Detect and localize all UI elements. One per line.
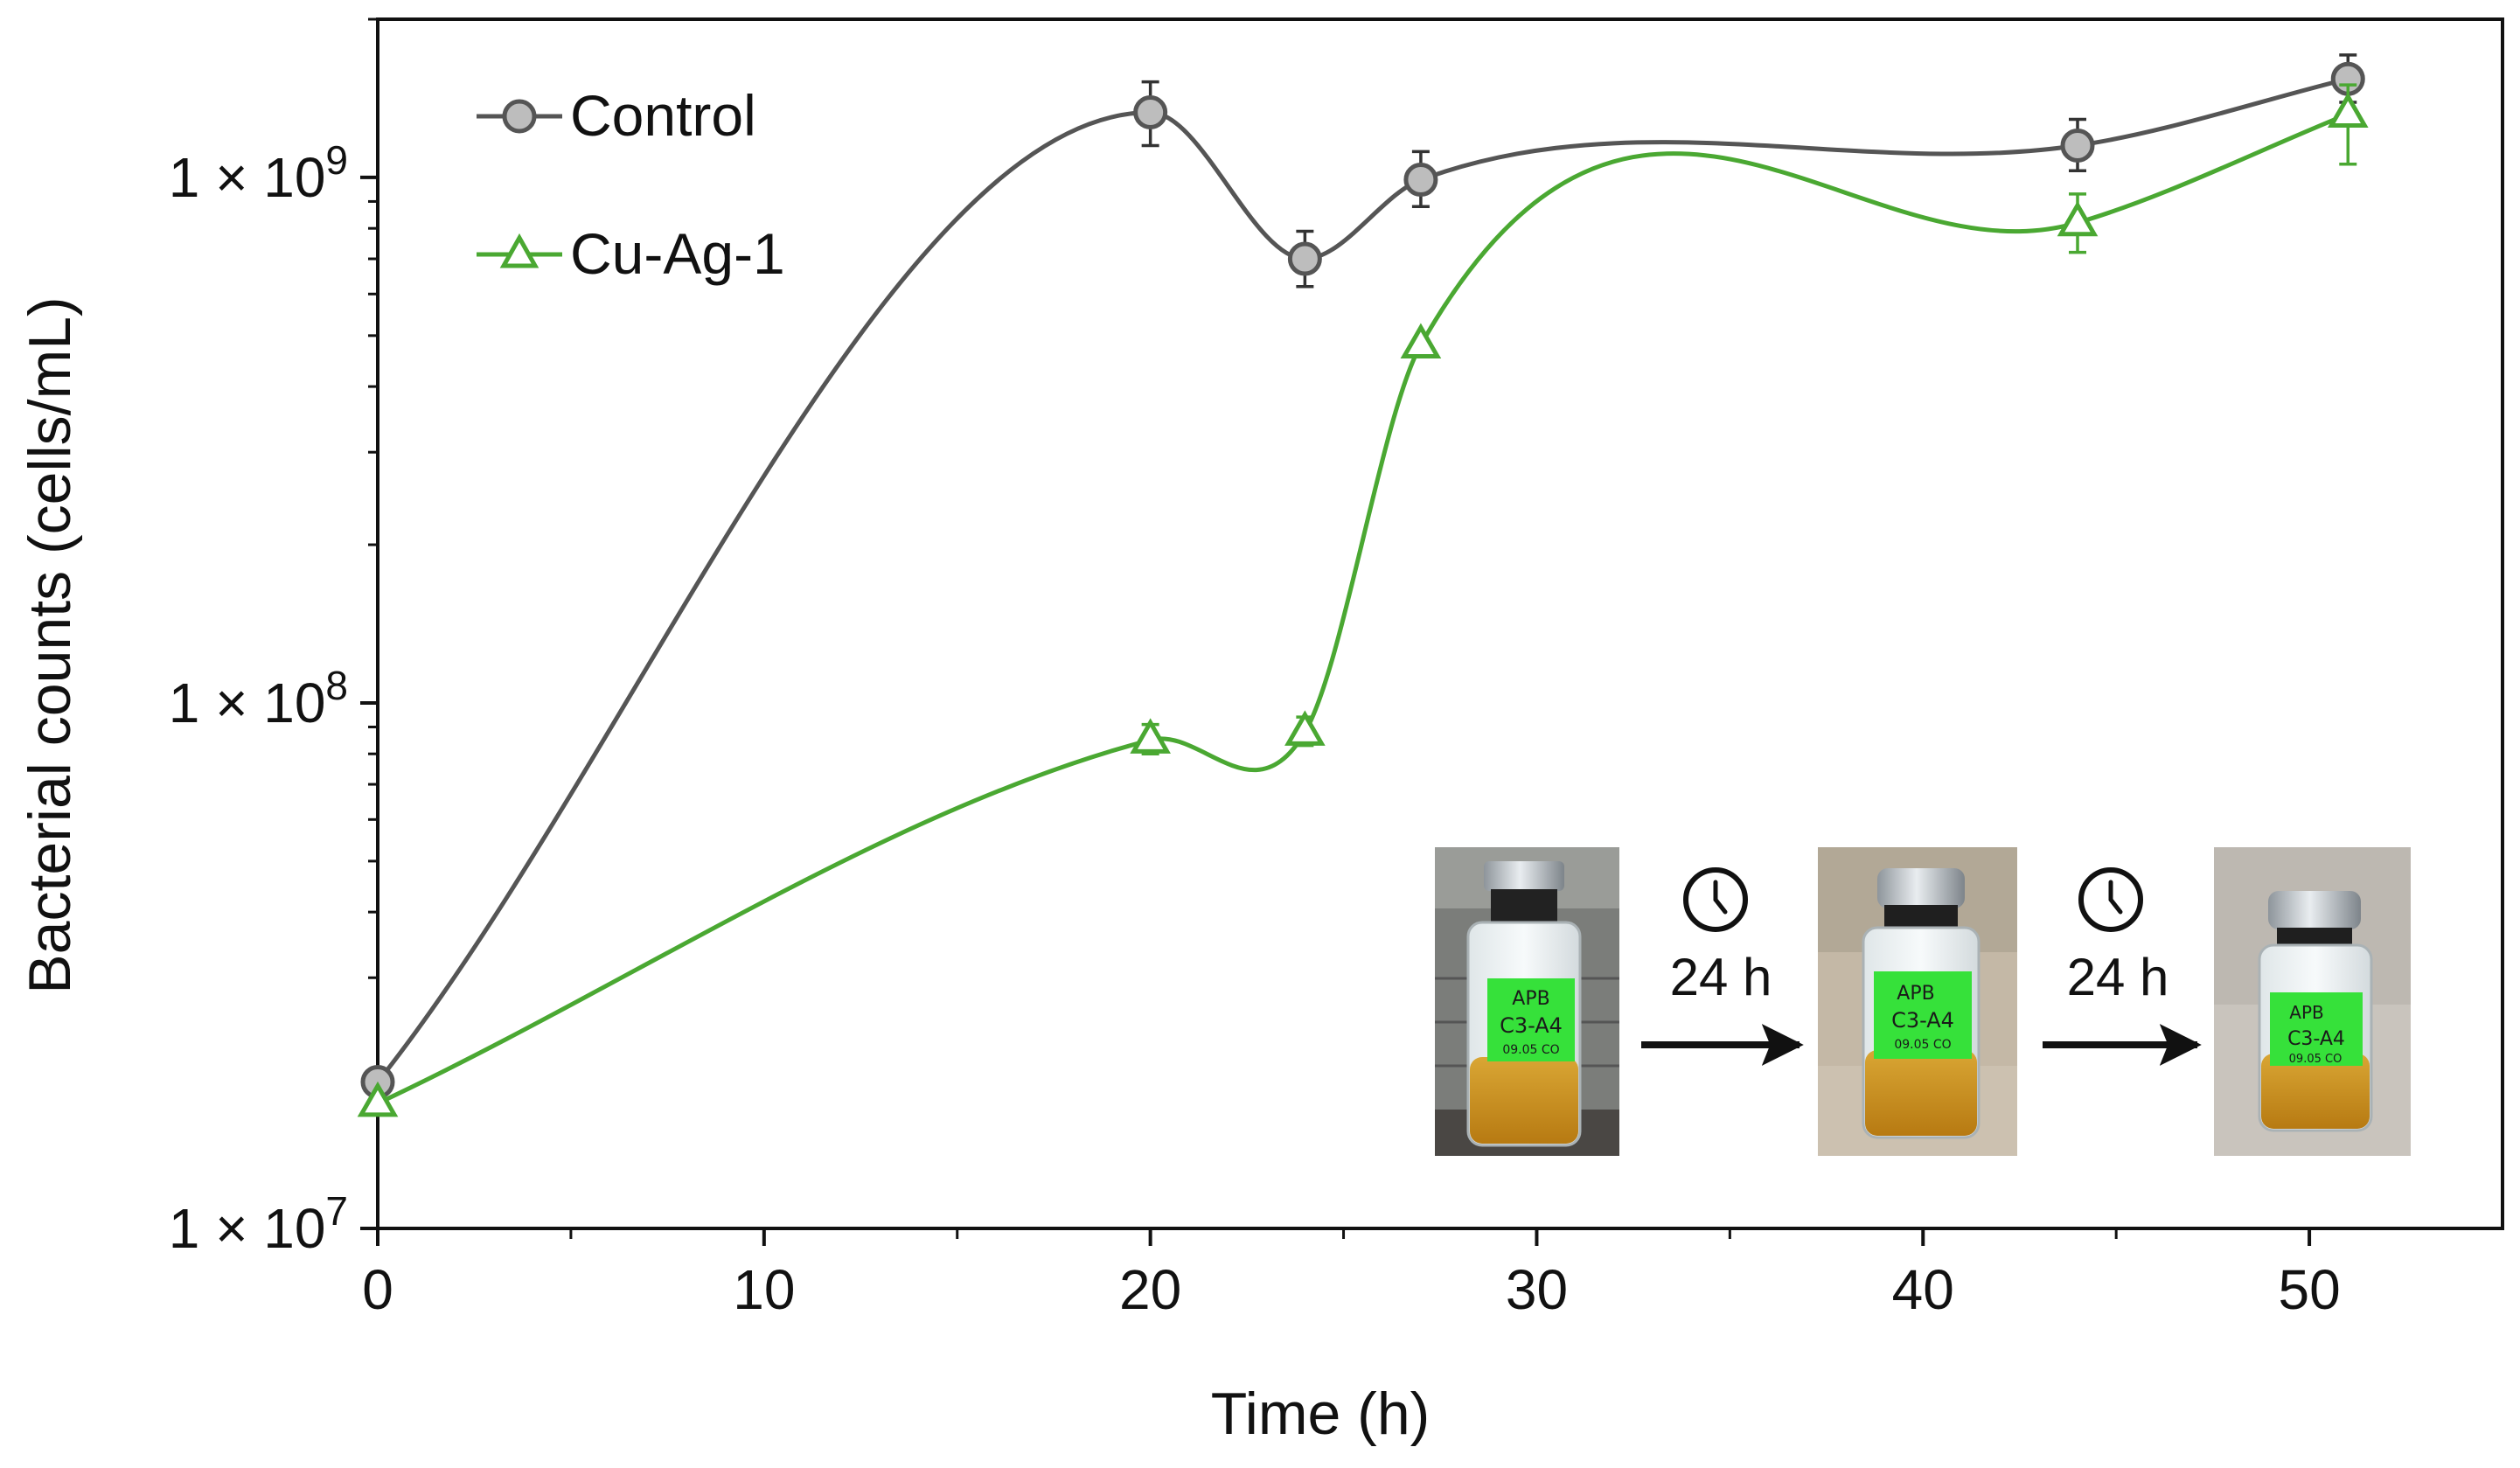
data-point: [1403, 163, 1438, 198]
y-tick-label: 1 × 109: [169, 137, 348, 209]
x-tick-label: 40: [1892, 1258, 1954, 1321]
plot-border: [376, 17, 2504, 1230]
data-point: [357, 1081, 399, 1117]
vial-3: APB C3-A4 09.05 CO: [2258, 891, 2373, 1132]
data-point: [1284, 710, 1326, 746]
series-layer: [357, 53, 2369, 1117]
vial-2-label-line-1: APB: [1897, 983, 1934, 1005]
legend-label-cu-ag-1: Cu-Ag-1: [570, 221, 785, 286]
data-point: [2327, 92, 2369, 128]
vial-2: APB C3-A4 09.05 CO: [1862, 868, 1980, 1139]
data-point: [2060, 128, 2095, 163]
vial-photo-3: APB C3-A4 09.05 CO: [2214, 847, 2411, 1156]
vial-3-label-line-3: 09.05 CO: [2289, 1053, 2342, 1066]
vial-1: APB C3-A4 09.05 CO: [1466, 861, 1582, 1147]
vial-3-label-line-1: APB: [2289, 1002, 2323, 1023]
clock-icon: [2078, 867, 2143, 932]
vial-photo-2: APB C3-A4 09.05 CO: [1818, 847, 2017, 1156]
vial-photo-1: APB C3-A4 09.05 CO: [1435, 847, 1619, 1156]
vial-1-label-line-1: APB: [1512, 988, 1549, 1010]
x-axis-title: Time (h): [1211, 1381, 1431, 1447]
data-point: [1400, 323, 1442, 359]
step-1-label: 24 h: [1670, 948, 1772, 1006]
legend: Control Cu-Ag-1: [477, 83, 785, 286]
x-tick-label: 10: [733, 1258, 795, 1321]
x-tick-label: 30: [1506, 1258, 1568, 1321]
data-point: [1133, 94, 1168, 129]
x-tick-label: 0: [362, 1258, 393, 1321]
step-2-label: 24 h: [2067, 948, 2169, 1006]
x-tick-label: 20: [1119, 1258, 1181, 1321]
vial-1-label-line-2: C3-A4: [1500, 1013, 1563, 1038]
inset-vial-photos: APB C3-A4 09.05 CO 24 h: [1435, 847, 2411, 1156]
data-point: [1287, 241, 1322, 276]
clock-icon: [1683, 867, 1748, 932]
data-point: [1130, 718, 1171, 754]
vial-2-label-line-3: 09.05 CO: [1894, 1038, 1951, 1052]
elapsed-step-2: 24 h: [2043, 867, 2202, 1066]
x-tick-label: 50: [2278, 1258, 2340, 1321]
y-tick-label: 1 × 108: [169, 663, 348, 734]
elapsed-step-1: 24 h: [1641, 867, 1804, 1066]
plot-frame: [376, 17, 2504, 1230]
vial-1-label-line-3: 09.05 CO: [1502, 1043, 1559, 1057]
series-control: [360, 53, 2365, 1099]
legend-entry-control: Control: [477, 83, 756, 148]
legend-entry-cu-ag-1: Cu-Ag-1: [477, 221, 785, 286]
y-tick-label: 1 × 107: [169, 1188, 348, 1260]
x-axis: 0 10 20 30 40 50: [362, 1228, 2341, 1321]
vial-2-label-line-2: C3-A4: [1891, 1008, 1954, 1033]
series-cu-ag-1: [357, 83, 2369, 1117]
vial-3-label-line-2: C3-A4: [2287, 1028, 2345, 1050]
legend-label-control: Control: [570, 83, 756, 148]
y-axis-title: Bacterial counts (cells/mL): [17, 296, 83, 993]
y-axis: 1 × 107 1 × 108 1 × 109: [169, 17, 378, 1260]
data-point: [2057, 200, 2099, 237]
